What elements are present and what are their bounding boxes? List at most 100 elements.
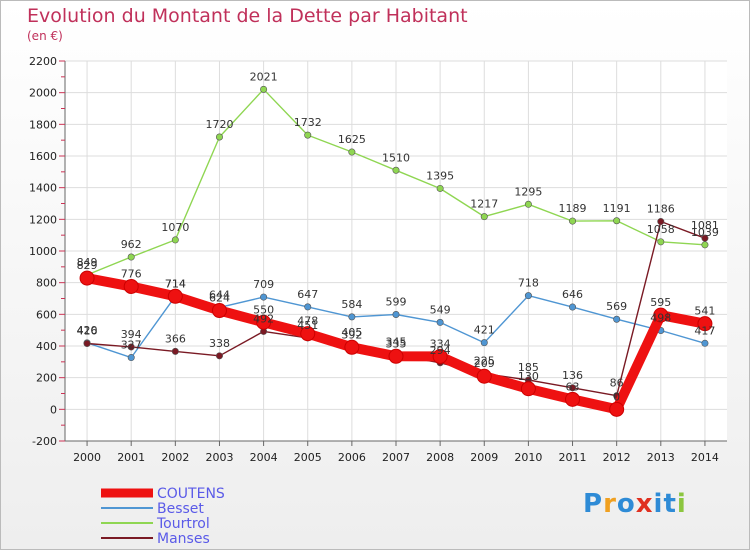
data-point-tourtrol <box>524 200 532 208</box>
y-tick-label: 600 <box>36 308 57 321</box>
data-point-tourtrol <box>260 85 268 93</box>
data-label-tourtrol: 1217 <box>470 198 498 211</box>
data-label-manses: 366 <box>165 332 186 345</box>
data-label-manses: 1081 <box>691 219 719 232</box>
y-tick-label: -200 <box>32 435 57 448</box>
data-label-tourtrol: 1191 <box>603 202 631 215</box>
data-label-besset: 417 <box>694 324 715 337</box>
data-point-tourtrol <box>215 133 223 141</box>
chart-title: Evolution du Montant de la Dette par Hab… <box>27 5 468 27</box>
logo-letter: t <box>663 489 677 519</box>
data-label-tourtrol: 1058 <box>647 223 675 236</box>
data-label-tourtrol: 1732 <box>294 116 322 129</box>
data-point-besset <box>392 310 400 318</box>
data-label-coutens: 130 <box>518 370 539 383</box>
data-label-manses: 416 <box>77 324 98 337</box>
chart-subtitle: (en €) <box>27 29 63 43</box>
series-lines <box>79 85 713 417</box>
data-point-tourtrol <box>657 238 665 246</box>
y-tick-label: 1400 <box>29 182 57 195</box>
y-tick-label: 1000 <box>29 245 57 258</box>
data-label-manses: 294 <box>430 344 451 357</box>
data-point-tourtrol <box>304 131 312 139</box>
data-label-manses: 1186 <box>647 203 675 216</box>
data-label-besset: 420 <box>77 324 98 337</box>
data-point-besset <box>304 303 312 311</box>
data-point-manses <box>569 384 577 392</box>
data-label-besset: 714 <box>165 277 186 290</box>
data-point-besset <box>701 339 709 347</box>
legend-label-tourtrol: Tourtrol <box>156 516 210 532</box>
data-point-besset <box>524 292 532 300</box>
data-point-coutens <box>256 314 272 330</box>
data-label-manses: 338 <box>209 337 230 350</box>
data-point-besset <box>569 303 577 311</box>
legend-label-besset: Besset <box>157 501 204 517</box>
data-label-manses: 225 <box>474 355 495 368</box>
data-label-besset: 646 <box>562 288 583 301</box>
data-label-tourtrol: 1070 <box>161 221 189 234</box>
data-point-tourtrol <box>701 241 709 249</box>
legend-label-manses: Manses <box>157 531 210 547</box>
data-label-besset: 327 <box>121 339 142 352</box>
x-tick-label: 2001 <box>117 451 145 464</box>
data-point-coutens <box>123 278 139 294</box>
data-point-besset <box>436 318 444 326</box>
data-label-manses: 492 <box>253 312 274 325</box>
axes: -200 0 200 400 600 800 1000 1200 1400 1600 1800 200… <box>29 55 727 464</box>
data-point-coutens <box>476 368 492 384</box>
data-point-manses <box>215 352 223 360</box>
proxiti-logo: Proxiti <box>583 489 687 519</box>
data-label-manses: 86 <box>610 377 624 390</box>
y-tick-label: 800 <box>36 277 57 290</box>
data-label-manses: 185 <box>518 361 539 374</box>
data-point-coutens <box>211 303 227 319</box>
data-point-tourtrol <box>392 166 400 174</box>
data-point-tourtrol <box>436 184 444 192</box>
data-label-besset: 549 <box>430 303 451 316</box>
data-point-coutens <box>609 401 625 417</box>
data-label-tourtrol: 1720 <box>205 118 233 131</box>
data-point-manses <box>657 218 665 226</box>
data-label-manses: 405 <box>341 326 362 339</box>
x-tick-label: 2011 <box>559 451 587 464</box>
data-label-coutens: 63 <box>566 380 580 393</box>
logo-letter: r <box>603 489 617 519</box>
data-point-besset <box>260 293 268 301</box>
data-label-coutens: 829 <box>77 259 98 272</box>
data-point-tourtrol <box>613 217 621 225</box>
data-label-manses: 451 <box>297 319 318 332</box>
data-point-manses <box>127 343 135 351</box>
data-label-tourtrol: 962 <box>121 238 142 251</box>
data-point-manses <box>171 347 179 355</box>
logo-letter: i <box>676 489 687 519</box>
data-label-tourtrol: 1039 <box>691 226 719 239</box>
data-label-tourtrol: 1395 <box>426 169 454 182</box>
x-tick-label: 2002 <box>161 451 189 464</box>
y-tick-label: 1200 <box>29 213 57 226</box>
data-label-tourtrol: 2021 <box>250 70 278 83</box>
y-tick-label: 0 <box>50 403 57 416</box>
logo-letter: o <box>616 489 636 519</box>
data-label-besset: 718 <box>518 277 539 290</box>
data-label-coutens: 541 <box>694 305 715 318</box>
logo-letter: P <box>583 489 604 519</box>
x-tick-label: 2003 <box>205 451 233 464</box>
data-label-coutens: 776 <box>121 267 142 280</box>
data-label-coutens: 714 <box>165 277 186 290</box>
x-tick-label: 2005 <box>294 451 322 464</box>
data-label-manses: 345 <box>386 336 407 349</box>
data-label-coutens: 0 <box>613 390 620 403</box>
series-data-labels: 829 776 714 624 550 478 392 335 334 209 130 63 0 595 5… <box>77 70 719 403</box>
x-tick-label: 2013 <box>647 451 675 464</box>
data-label-besset: 569 <box>606 300 627 313</box>
data-point-coutens <box>653 307 669 323</box>
y-tick-label: 200 <box>36 372 57 385</box>
x-tick-label: 2014 <box>691 451 719 464</box>
data-label-coutens: 334 <box>430 337 451 350</box>
legend-label-coutens: COUTENS <box>157 486 225 502</box>
x-tick-label: 2012 <box>603 451 631 464</box>
logo-letter: x <box>635 489 654 519</box>
